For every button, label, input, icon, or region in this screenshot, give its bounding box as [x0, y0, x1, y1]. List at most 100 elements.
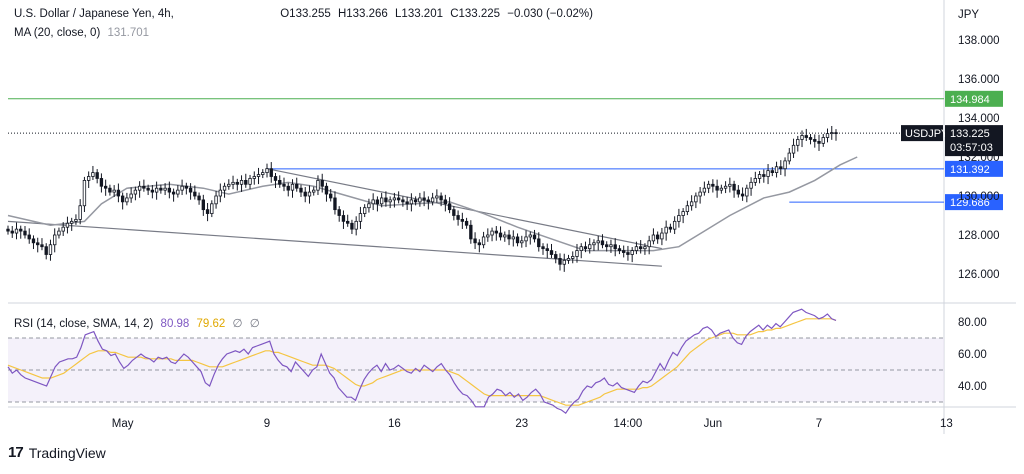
candle-body	[316, 179, 320, 191]
candle-body	[10, 230, 14, 234]
symbol-name[interactable]: U.S. Dollar / Japanese Yen, 4h,	[14, 8, 174, 20]
candle-body	[622, 250, 626, 253]
candle-body	[596, 240, 600, 244]
candle-body	[6, 228, 10, 232]
candle-body	[82, 179, 87, 207]
lower-trendline	[7, 220, 662, 267]
candle-body	[813, 139, 817, 142]
low-value: L133.201	[395, 8, 443, 20]
candle-body	[205, 209, 210, 214]
candle-body	[133, 189, 138, 195]
candle-body	[821, 137, 825, 144]
candle-body	[749, 181, 753, 189]
time-tick: May	[112, 418, 134, 430]
candle-body	[171, 191, 176, 195]
candle-body	[214, 195, 218, 205]
candle-body	[762, 174, 766, 177]
candle-body	[154, 187, 159, 193]
rsi-tick: 80.00	[958, 317, 987, 329]
candle-body	[430, 197, 435, 203]
candle-body	[689, 201, 694, 207]
candle-body	[31, 238, 36, 244]
brand-name: TradingView	[28, 444, 106, 461]
price-tick: 136.000	[958, 74, 1000, 86]
candle-body	[103, 185, 108, 189]
candle-body	[401, 199, 405, 203]
candle-body	[787, 152, 791, 162]
candle-body	[830, 132, 834, 135]
candle-body	[639, 246, 643, 250]
candle-body	[418, 197, 422, 203]
candle-body	[515, 236, 520, 244]
candle-body	[808, 137, 813, 140]
candle-body	[57, 230, 61, 236]
rsi-sma-value: 79.62	[196, 318, 226, 330]
candle-body	[740, 193, 745, 197]
candle-body	[660, 232, 664, 240]
candle-body	[354, 220, 358, 230]
candle-body	[702, 187, 707, 193]
candle-body	[609, 244, 613, 248]
time-tick: 23	[515, 418, 528, 430]
time-tick: 14:00	[614, 418, 643, 430]
candle-body	[142, 185, 146, 189]
candle-body	[626, 252, 630, 255]
candle-body	[333, 197, 337, 211]
candle-body	[65, 222, 70, 228]
candle-body	[36, 242, 40, 246]
candle-body	[566, 257, 571, 261]
candle-body	[193, 191, 197, 197]
candle-body	[19, 228, 23, 232]
candle-body	[800, 135, 804, 140]
candle-body	[48, 244, 53, 255]
main-legend: U.S. Dollar / Japanese Yen, 4h, O133.255…	[14, 8, 597, 20]
candle-body	[464, 220, 469, 226]
current-price-label: 133.225	[950, 128, 990, 140]
candle-body	[379, 197, 384, 205]
candle-body	[630, 250, 634, 255]
level-label-resistance: 134.984	[950, 94, 990, 106]
candle-body	[503, 234, 507, 238]
candle-body	[273, 176, 278, 181]
candle-body	[804, 135, 808, 138]
candle-body	[617, 248, 622, 251]
ma-value: 131.701	[107, 27, 150, 39]
candle-body	[320, 179, 324, 187]
candle-body	[796, 139, 800, 146]
rsi-sma-line	[7, 318, 837, 406]
candle-body	[549, 250, 554, 255]
rsi-tick: 60.00	[958, 349, 987, 361]
close-value: C133.225	[450, 8, 501, 20]
candle-body	[367, 203, 371, 209]
candle-body	[78, 205, 82, 220]
candle-body	[286, 185, 290, 191]
candle-body	[779, 166, 783, 170]
ma-label[interactable]: MA (20, close, 0)	[14, 27, 101, 39]
candle-body	[146, 187, 150, 191]
open-value: O133.255	[280, 8, 331, 20]
footer-brand[interactable]: 17 TradingView	[8, 444, 106, 461]
candle-body	[99, 178, 104, 187]
candle-body	[575, 250, 579, 257]
candle-body	[537, 238, 541, 248]
rsi-label[interactable]: RSI (14, close, SMA, 14, 2)	[14, 318, 154, 330]
candle-body	[91, 172, 95, 177]
candle-body	[371, 199, 375, 205]
candle-body	[252, 176, 256, 179]
candle-body	[541, 246, 545, 250]
candle-body	[413, 199, 418, 203]
candle-body	[592, 242, 596, 246]
candle-body	[222, 185, 227, 191]
candle-body	[655, 234, 660, 240]
candle-body	[558, 257, 562, 265]
candle-body	[295, 183, 299, 189]
candle-body	[774, 166, 779, 173]
candle-body	[350, 222, 354, 230]
candle-body	[74, 218, 78, 222]
level-label-support-1: 131.392	[950, 164, 990, 176]
rsi-value: 80.98	[160, 318, 190, 330]
candle-body	[150, 189, 155, 193]
candle-body	[460, 218, 465, 222]
candle-body	[23, 230, 27, 236]
